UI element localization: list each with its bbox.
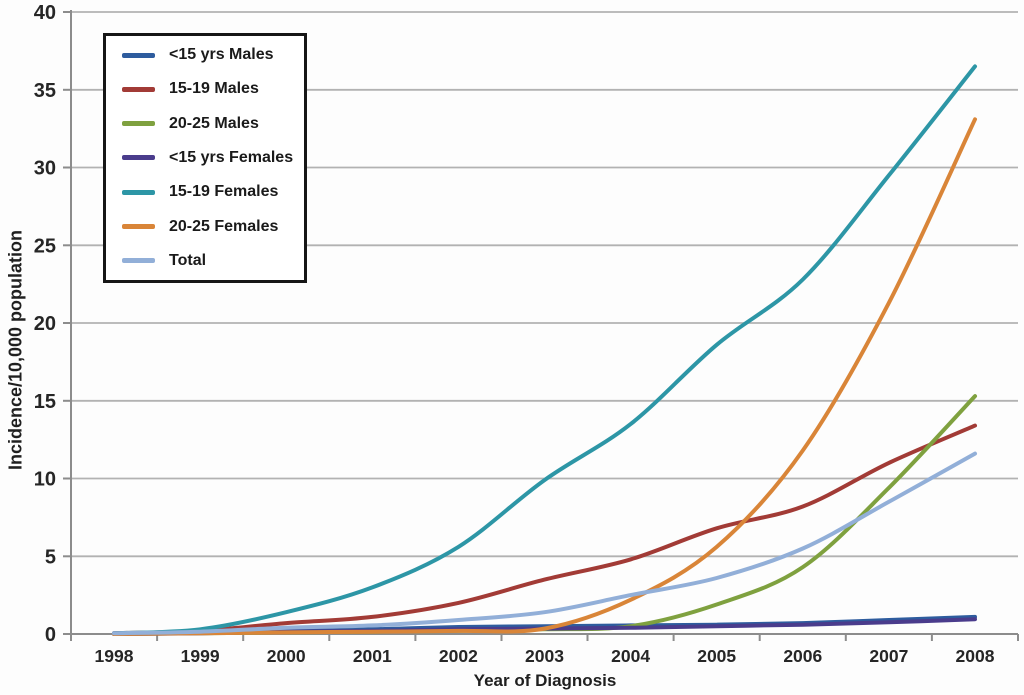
legend-swatch-15-yrs-females (122, 155, 155, 161)
legend-item-20-25-females: 20-25 Females (122, 218, 298, 236)
legend-label: <15 yrs Females (169, 148, 294, 166)
x-tick-label-2005: 2005 (697, 646, 736, 666)
y-tick-label: 30 (34, 158, 56, 180)
x-tick-label-2001: 2001 (353, 646, 392, 666)
x-tick-label-2008: 2008 (956, 646, 995, 666)
series-line-15-19-females (112, 64, 977, 636)
legend-label: 20-25 Males (169, 114, 259, 132)
legend-item-15-yrs-males: <15 yrs Males (122, 46, 298, 64)
legend-label: <15 yrs Males (169, 46, 274, 63)
x-tick-label-1999: 1999 (181, 646, 220, 666)
x-tick-label-2000: 2000 (267, 646, 306, 666)
y-tick-label: 25 (34, 235, 56, 257)
legend-label: 15-19 Females (169, 183, 279, 201)
legend-label: 20-25 Females (169, 217, 279, 235)
y-axis-title: Incidence/10,000 population (5, 229, 26, 471)
legend-item-15-yrs-females: <15 yrs Females (122, 149, 298, 167)
y-tick-label: 10 (34, 469, 56, 491)
x-tick-label-2004: 2004 (611, 646, 650, 666)
legend-swatch-15-19-males (122, 86, 155, 92)
y-tick-label: 40 (34, 2, 56, 24)
legend-label: Total (169, 251, 207, 269)
series-line-15-19-males (112, 423, 977, 636)
legend-item-20-25-males: 20-25 Males (122, 115, 298, 133)
series-line-20-25-females (112, 117, 977, 636)
legend-item-total: Total (122, 252, 298, 270)
legend-swatch-20-25-females (122, 224, 155, 230)
x-axis-title: Year of Diagnosis (473, 671, 617, 690)
y-tick-label: 35 (34, 80, 56, 102)
y-tick-label: 0 (45, 624, 56, 646)
legend-swatch-15-yrs-males (122, 52, 155, 58)
x-tick-label-2003: 2003 (525, 646, 564, 666)
x-tick-label-2002: 2002 (439, 646, 478, 666)
legend-item-15-19-females: 15-19 Females (122, 183, 298, 201)
legend-swatch-total (122, 258, 155, 264)
legend-swatch-20-25-males (122, 121, 155, 127)
legend: <15 yrs Males 15-19 Males 20-25 Males <15 y… (103, 33, 307, 283)
x-tick-label-2006: 2006 (783, 646, 822, 666)
series-line-total (112, 451, 977, 636)
legend-label: 15-19 Males (169, 80, 259, 98)
y-tick-label: 5 (45, 546, 56, 568)
legend-swatch-15-19-females (122, 189, 155, 195)
x-tick-label-1998: 1998 (95, 646, 134, 666)
x-tick-label-2007: 2007 (869, 646, 908, 666)
y-tick-label: 15 (34, 391, 56, 413)
series-line-20-25-males (112, 394, 977, 636)
y-tick-label: 20 (34, 313, 56, 335)
legend-item-15-19-males: 15-19 Males (122, 80, 298, 98)
